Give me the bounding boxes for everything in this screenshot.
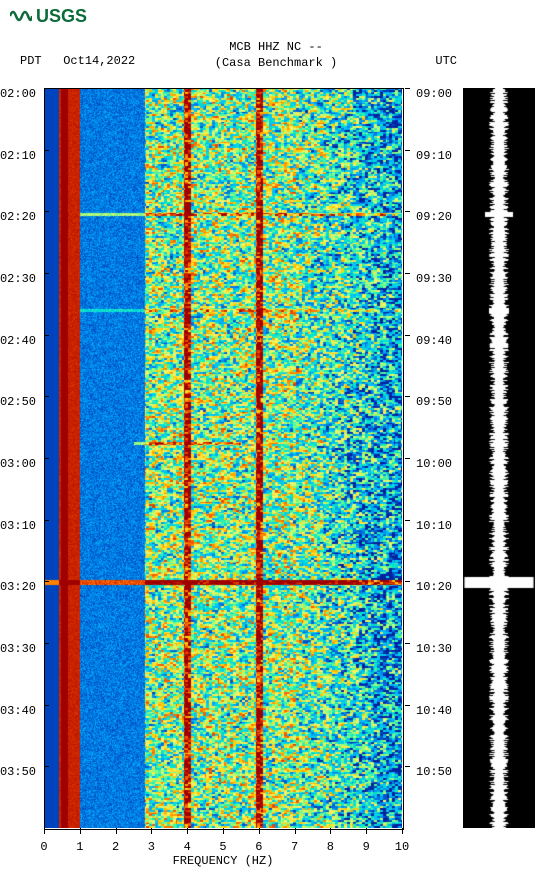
x-tick-mark — [259, 828, 260, 834]
tick-mark — [44, 396, 49, 397]
tick-mark — [44, 458, 49, 459]
left-time-label: 03:20 — [0, 580, 36, 594]
logo-wave-icon — [10, 6, 32, 27]
tick-mark — [44, 88, 49, 89]
left-time-label: 03:00 — [0, 457, 36, 471]
x-tick-mark — [116, 828, 117, 834]
tick-mark — [44, 520, 49, 521]
right-time-label: 09:30 — [416, 272, 452, 286]
right-time-label: 09:10 — [416, 149, 452, 163]
tick-mark — [44, 273, 49, 274]
logo-text: USGS — [36, 6, 87, 27]
right-time-label: 10:40 — [416, 704, 452, 718]
x-tick-label: 8 — [327, 840, 334, 854]
tick-mark — [44, 766, 49, 767]
right-time-label: 10:00 — [416, 457, 452, 471]
left-time-label: 02:10 — [0, 149, 36, 163]
right-time-label: 10:20 — [416, 580, 452, 594]
left-time-label: 03:30 — [0, 642, 36, 656]
tick-mark — [44, 581, 49, 582]
header-left-label: PDT Oct14,2022 — [20, 54, 135, 68]
tick-mark — [405, 211, 410, 212]
x-tick-label: 4 — [184, 840, 191, 854]
left-time-label: 02:40 — [0, 334, 36, 348]
x-tick-label: 9 — [363, 840, 370, 854]
x-tick-label: 1 — [76, 840, 83, 854]
tick-mark — [405, 150, 410, 151]
x-tick-mark — [330, 828, 331, 834]
tick-mark — [405, 581, 410, 582]
x-tick-mark — [223, 828, 224, 834]
right-time-label: 09:00 — [416, 87, 452, 101]
tick-mark — [405, 766, 410, 767]
x-tick-mark — [187, 828, 188, 834]
tick-mark — [405, 705, 410, 706]
left-tz: PDT — [20, 54, 42, 68]
tick-mark — [44, 643, 49, 644]
right-time-label: 10:10 — [416, 519, 452, 533]
right-time-label: 10:50 — [416, 765, 452, 779]
tick-mark — [405, 643, 410, 644]
usgs-logo: USGS — [10, 6, 87, 27]
right-time-label: 09:40 — [416, 334, 452, 348]
right-tz: UTC — [435, 54, 457, 68]
right-time-label: 09:20 — [416, 210, 452, 224]
x-axis-title: FREQUENCY (HZ) — [44, 854, 402, 868]
right-time-axis: 09:00 09:10 09:20 09:30 09:40 09:50 10:00 10:10… — [408, 88, 458, 828]
header-right-label: UTC — [435, 54, 457, 68]
waveform-plot — [463, 88, 535, 828]
tick-mark — [44, 335, 49, 336]
frequency-axis: FREQUENCY (HZ) 012345678910 — [44, 828, 402, 868]
waveform-canvas — [463, 88, 535, 828]
x-tick-label: 0 — [40, 840, 47, 854]
x-tick-mark — [402, 828, 403, 834]
x-tick-label: 3 — [148, 840, 155, 854]
tick-mark — [405, 458, 410, 459]
tick-mark — [405, 273, 410, 274]
tick-mark — [405, 520, 410, 521]
x-tick-label: 7 — [291, 840, 298, 854]
x-tick-mark — [44, 828, 45, 834]
left-time-axis: 02:0002:1002:2002:3002:4002:5003:0003:10… — [4, 88, 44, 828]
x-tick-label: 6 — [255, 840, 262, 854]
tick-mark — [405, 88, 410, 89]
left-time-label: 03:10 — [0, 519, 36, 533]
left-time-label: 02:00 — [0, 87, 36, 101]
right-time-label: 09:50 — [416, 395, 452, 409]
tick-mark — [44, 150, 49, 151]
x-tick-mark — [295, 828, 296, 834]
left-time-label: 02:20 — [0, 210, 36, 224]
left-time-label: 03:40 — [0, 704, 36, 718]
tick-mark — [44, 705, 49, 706]
spectrogram-plot — [44, 88, 402, 828]
spectrogram-canvas — [44, 88, 402, 828]
tick-mark — [405, 396, 410, 397]
right-time-label: 10:30 — [416, 642, 452, 656]
x-tick-mark — [366, 828, 367, 834]
x-tick-mark — [151, 828, 152, 834]
tick-mark — [405, 335, 410, 336]
left-time-label: 03:50 — [0, 765, 36, 779]
left-time-label: 02:50 — [0, 395, 36, 409]
left-time-label: 02:30 — [0, 272, 36, 286]
header-date: Oct14,2022 — [63, 54, 135, 68]
x-tick-label: 5 — [219, 840, 226, 854]
x-tick-label: 2 — [112, 840, 119, 854]
x-tick-mark — [80, 828, 81, 834]
x-tick-label: 10 — [395, 840, 409, 854]
tick-mark — [44, 211, 49, 212]
